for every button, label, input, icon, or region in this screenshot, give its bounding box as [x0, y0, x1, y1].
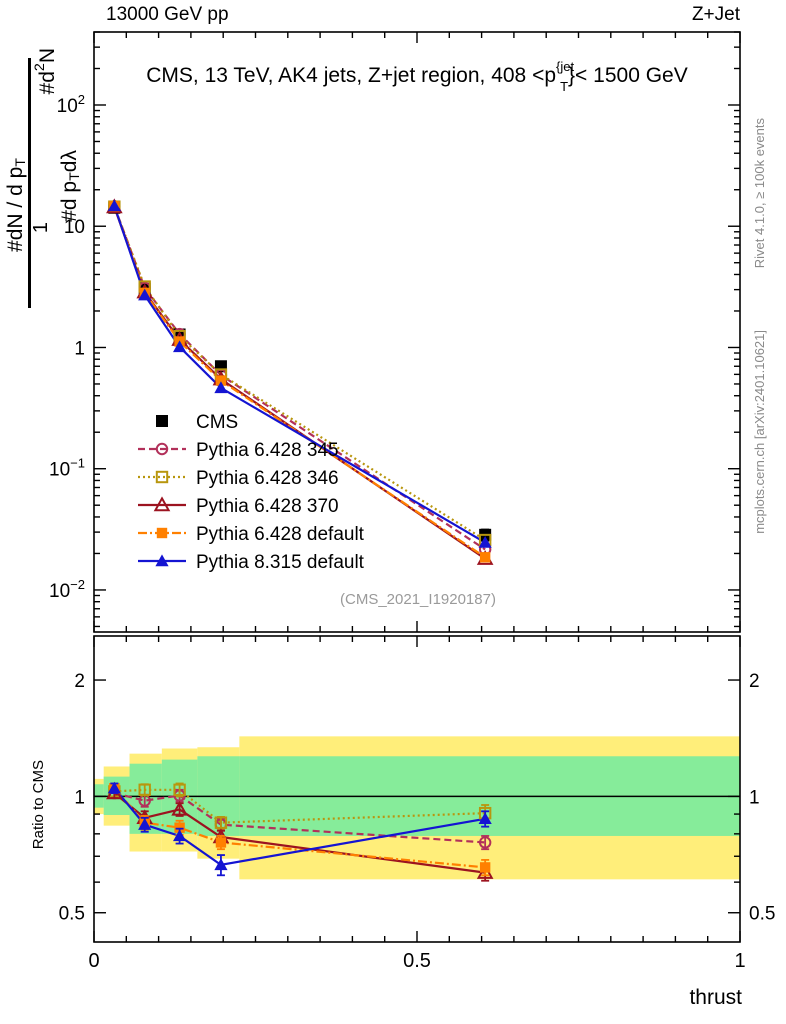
marker-square-filled-icon	[479, 552, 491, 563]
marker-square-filled-icon	[156, 527, 168, 539]
ratio-tick-label-right: 0.5	[749, 904, 775, 925]
marker-square-filled-icon	[215, 375, 227, 386]
header-right: Z+Jet	[691, 4, 740, 25]
header-left: 13000 GeV pp	[106, 4, 229, 25]
y-tick-label: 10−1	[49, 456, 85, 481]
x-tick-label: 0	[88, 950, 99, 972]
x-tick-label: 1	[734, 950, 745, 972]
marker-square-filled-icon	[156, 415, 168, 427]
legend-label-p8def: Pythia 8.315 default	[196, 552, 365, 573]
legend-label-p370: Pythia 6.428 370	[196, 496, 339, 517]
marker-triangle-filled-icon	[172, 340, 187, 353]
marker-triangle-open-icon	[153, 496, 171, 512]
legend-label-p6def: Pythia 6.428 default	[196, 524, 365, 545]
plot-title: CMS, 13 TeV, AK4 jets, Z+jet region, 408…	[146, 59, 687, 94]
marker-square-open-icon	[155, 470, 169, 484]
marker-square-open-icon	[138, 783, 151, 797]
marker-triangle-open-icon	[171, 800, 188, 816]
x-tick-label: 0.5	[403, 950, 431, 972]
ratio-tick-label-right: 1	[749, 787, 760, 808]
marker-triangle-filled-icon	[478, 535, 492, 548]
series-line-p346	[113, 206, 486, 541]
dataset-watermark: (CMS_2021_I1920187)	[340, 591, 496, 608]
ratio-tick-label-right: 2	[749, 671, 760, 692]
ratio-tick-label: 0.5	[59, 904, 85, 925]
y-axis-label: #d2N #d pTdλ #dN / d pT 1	[2, 30, 88, 310]
legend-label-p345: Pythia 6.428 345	[196, 440, 339, 461]
marker-triangle-filled-icon	[138, 288, 152, 301]
y-tick-label: 102	[57, 92, 85, 117]
marker-square-open-icon	[214, 816, 228, 829]
y-tick-label: 10−2	[49, 577, 85, 602]
marker-triangle-filled-icon	[478, 812, 492, 825]
y-tick-label: 1	[74, 338, 85, 359]
marker-triangle-filled-icon	[214, 381, 228, 394]
marker-triangle-filled-icon	[214, 858, 228, 871]
marker-triangle-filled-icon	[107, 781, 121, 794]
marker-square-filled-icon	[479, 862, 491, 873]
marker-square-filled-icon	[215, 837, 227, 848]
series-line-p8def	[113, 205, 486, 544]
main-panel-frame	[93, 31, 741, 633]
marker-circle-open-icon	[155, 442, 169, 456]
marker-triangle-filled-icon	[107, 199, 121, 212]
marker-triangle-filled-icon	[138, 818, 152, 830]
y-tick-label: 10	[64, 217, 85, 238]
marker-square-filled-icon	[174, 822, 185, 833]
marker-triangle-filled-icon	[172, 829, 187, 842]
marker-circle-open-icon	[478, 836, 492, 849]
ratio-tick-label: 2	[74, 671, 85, 692]
x-axis-title: thrust	[689, 986, 742, 1009]
marker-square-open-icon	[173, 783, 186, 797]
legend-label-p346: Pythia 6.428 346	[196, 468, 339, 489]
ratio-tick-label: 1	[74, 787, 85, 808]
marker-triangle-filled-icon	[155, 554, 169, 567]
legend-label-cms: CMS	[196, 412, 238, 433]
